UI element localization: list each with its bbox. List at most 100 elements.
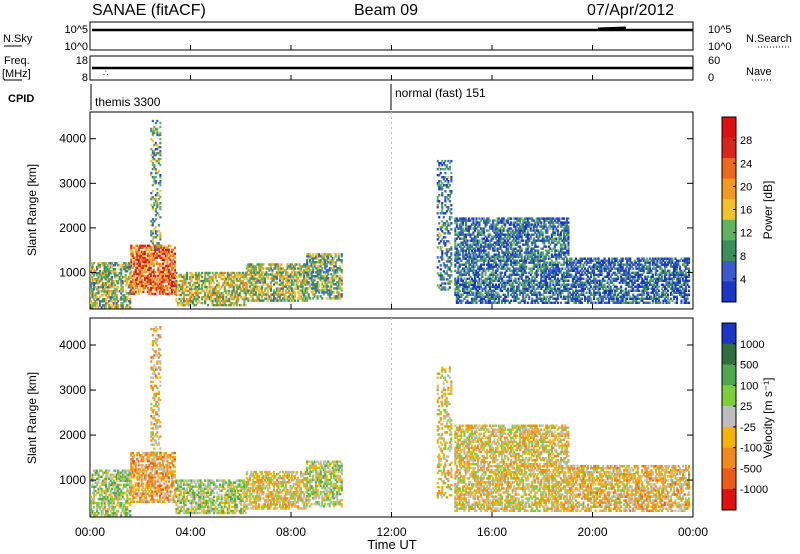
power-cell [458, 289, 461, 292]
power-cell [152, 252, 155, 255]
power-cell [105, 274, 108, 277]
power-cell [97, 274, 100, 277]
power-cell [121, 288, 124, 291]
power-cell [585, 291, 588, 294]
power-cell [444, 171, 447, 175]
power-cell [183, 295, 186, 299]
power-cell [146, 274, 149, 278]
power-cell [333, 291, 336, 294]
power-cell [130, 246, 133, 249]
power-cell [169, 278, 172, 282]
power-cell [136, 258, 139, 261]
power-cell [90, 276, 93, 279]
power-cell [131, 266, 134, 270]
power-cell [155, 252, 158, 255]
power-cell [146, 246, 149, 249]
power-cell [166, 262, 169, 265]
power-cell [148, 250, 151, 253]
power-cell [567, 233, 570, 236]
power-cell [169, 262, 172, 265]
power-cell [158, 256, 161, 259]
power-cell [111, 282, 114, 285]
power-cell [142, 256, 145, 259]
power-cell [90, 288, 93, 291]
power-cell [544, 245, 547, 248]
power-cell [152, 268, 155, 272]
nsky-tick-bottom: 10^0 [64, 41, 88, 53]
power-cell [152, 292, 155, 296]
power-cell [163, 250, 166, 253]
power-cell [133, 270, 136, 274]
power-cell [96, 300, 99, 303]
power-cell [103, 298, 106, 301]
power-data [90, 112, 691, 309]
power-cell [90, 304, 93, 307]
power-cell [91, 278, 94, 281]
power-cell [160, 282, 163, 286]
power-cell [555, 237, 558, 240]
power-cell [157, 169, 160, 173]
power-cell [137, 260, 140, 263]
power-cell [154, 244, 157, 247]
power-cell [91, 294, 94, 297]
power-cell [438, 260, 441, 263]
power-cell [160, 270, 163, 274]
power-cell [94, 280, 97, 283]
power-cell [103, 288, 106, 291]
power-cell [102, 298, 105, 301]
power-cell [158, 288, 161, 292]
power-cell [134, 268, 137, 272]
power-cell [163, 246, 166, 249]
power-cell [155, 254, 158, 257]
power-cell [175, 299, 178, 303]
power-cell [172, 262, 175, 265]
power-cell [148, 278, 151, 282]
power-cell [137, 272, 140, 276]
power-cell [149, 274, 152, 278]
power-cell [142, 264, 145, 268]
power-cell [448, 200, 451, 203]
power-cell [166, 260, 169, 263]
power-cell [149, 280, 152, 284]
power-cell [96, 274, 99, 277]
power-cell [307, 293, 310, 296]
power-cell [151, 280, 154, 284]
power-cell [90, 268, 93, 271]
power-cell [130, 270, 133, 274]
power-cell [121, 276, 124, 279]
power-cell [450, 280, 453, 283]
power-cell [155, 278, 158, 282]
power-cell [99, 280, 102, 283]
power-cell [159, 163, 162, 167]
power-cell [163, 290, 166, 294]
power-cell [124, 298, 127, 301]
power-cell [159, 131, 162, 135]
power-cell [97, 290, 100, 293]
power-cell [133, 256, 136, 259]
power-cell [151, 284, 154, 288]
power-cell [143, 252, 146, 255]
power-cell [157, 254, 160, 257]
power-cell [152, 270, 155, 274]
power-cell [134, 266, 137, 270]
power-cell [154, 256, 157, 259]
power-cell [148, 254, 151, 257]
power-cell [120, 268, 123, 271]
power-cell [152, 264, 155, 268]
power-cell [106, 292, 109, 295]
power-cell [126, 278, 129, 281]
power-cell [160, 252, 163, 255]
power-cell [139, 244, 142, 247]
power-cell [105, 266, 108, 269]
power-cell [164, 292, 167, 296]
power-cell [501, 271, 504, 274]
power-cell [567, 279, 570, 282]
power-cell [93, 268, 96, 271]
freq-tick-bottom: 8 [82, 72, 88, 84]
power-cell [166, 270, 169, 274]
power-cell [170, 276, 173, 280]
power-cell [121, 286, 124, 289]
power-cell [127, 294, 130, 297]
power-cell [93, 302, 96, 305]
power-cell [145, 248, 148, 251]
